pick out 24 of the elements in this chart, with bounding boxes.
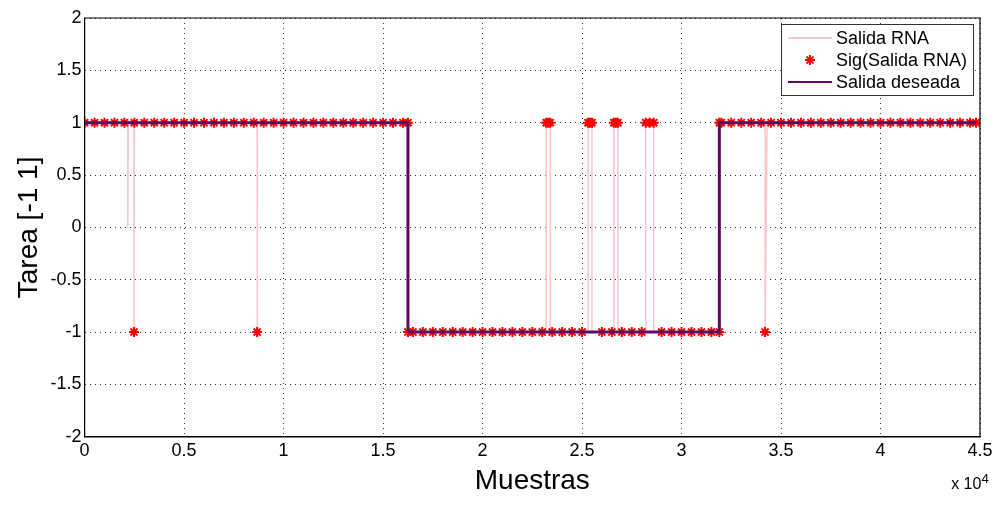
y-tick-label: 0 [71, 216, 82, 237]
x-tick-label: 3 [676, 439, 687, 460]
y-axis-title: Tarea [-1 1] [11, 156, 43, 299]
x-tick-label: 3.5 [768, 439, 794, 460]
legend-label: Salida RNA [835, 27, 929, 49]
x-tick-label: 2 [477, 439, 488, 460]
legend-label: Salida deseada [835, 71, 961, 93]
y-tick-label: 0.5 [56, 164, 82, 185]
x-axis-title: Muestras [474, 463, 590, 495]
y-tick-label: 1 [71, 111, 82, 132]
x-tick-label: 1.5 [370, 439, 396, 460]
x-tick-label: 4.5 [967, 439, 993, 460]
y-tick-label: -0.5 [50, 268, 82, 289]
text: x 10$^{4}$ [951, 470, 989, 494]
legend-label: Sig(Salida RNA) [835, 49, 967, 71]
x-tick-label: 4 [875, 439, 886, 460]
y-tick-label: -2 [65, 425, 82, 446]
y-tick-label: 1.5 [56, 59, 82, 80]
y-tick-label: 2 [71, 6, 82, 27]
y-tick-label: -1.5 [50, 373, 82, 394]
x-tick-label: 1 [278, 439, 289, 460]
x-tick-label: 2.5 [569, 439, 595, 460]
x-tick-label: 0.5 [171, 439, 197, 460]
y-tick-label: -1 [65, 321, 82, 342]
